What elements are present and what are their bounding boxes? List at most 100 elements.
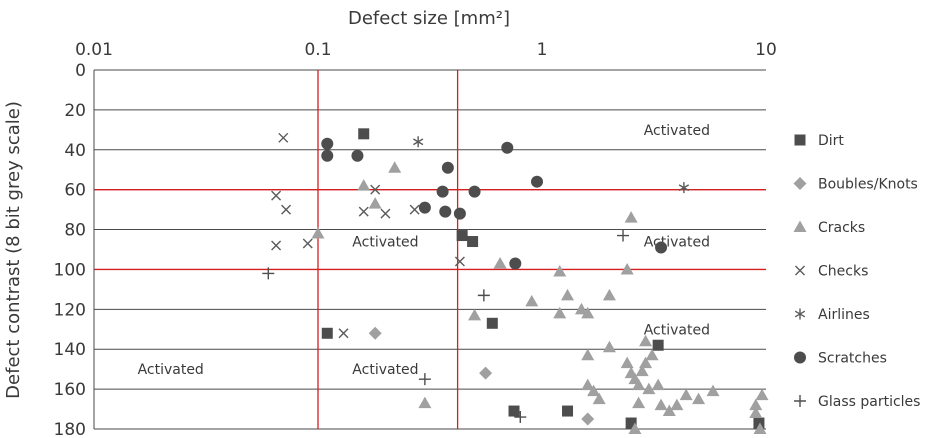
- point-cracks: [620, 262, 634, 275]
- point-scratches: [321, 137, 334, 150]
- point-cracks: [628, 422, 642, 434]
- point-cracks: [368, 197, 382, 209]
- y-tick-label: 80: [64, 221, 86, 241]
- legend-label-cracks: Cracks: [818, 220, 865, 236]
- point-checks: [380, 208, 391, 219]
- point-cracks: [635, 364, 649, 377]
- point-glass-particles: [418, 373, 431, 386]
- point-checks: [338, 328, 349, 339]
- point-cracks: [581, 378, 595, 391]
- axis-layer: 0 20 40 60 80 100 120 140 160 180 0.01 0.1 1 10: [54, 40, 777, 438]
- point-scratches: [321, 149, 334, 162]
- y-tick-label: 180: [54, 420, 86, 438]
- point-cracks: [632, 396, 646, 409]
- y-tick-label: 20: [64, 101, 86, 121]
- point-cracks: [574, 302, 588, 315]
- y-tick-label: 60: [64, 181, 86, 201]
- point-scratches: [453, 207, 466, 220]
- point-cracks: [645, 348, 659, 361]
- point-checks: [278, 132, 289, 143]
- point-cracks: [581, 348, 595, 361]
- point-dirt: [321, 327, 333, 339]
- point-dirt: [652, 339, 664, 351]
- legend-marker-scratches: [794, 351, 806, 364]
- point-dirt: [467, 236, 479, 248]
- x-axis-title: Defect size [mm²]: [348, 8, 510, 29]
- point-cracks: [642, 382, 656, 395]
- point-airlines: [413, 136, 424, 148]
- point-checks: [271, 190, 282, 201]
- point-boubles-knots: [479, 366, 493, 380]
- point-glass-particles: [617, 229, 630, 242]
- point-dirt: [625, 417, 637, 429]
- x-tick-label: 10: [755, 40, 777, 60]
- point-boubles-knots: [368, 326, 382, 340]
- annotation-layer: Activated Activated Activated Activated Acti…: [138, 123, 710, 378]
- legend-label-checks: Checks: [818, 264, 868, 280]
- point-cracks: [639, 334, 653, 347]
- point-checks: [370, 184, 381, 195]
- point-airlines: [678, 182, 690, 194]
- annotation-activated: Activated: [644, 235, 710, 251]
- point-checks: [271, 240, 282, 251]
- point-cracks: [749, 406, 763, 419]
- point-dirt: [753, 417, 765, 429]
- point-scratches: [468, 185, 481, 198]
- point-scratches: [351, 149, 364, 162]
- y-tick-label: 100: [54, 260, 86, 280]
- point-cracks: [493, 256, 507, 269]
- point-cracks: [651, 378, 665, 391]
- point-dirt: [358, 128, 370, 140]
- x-tick-label: 0.01: [75, 40, 113, 60]
- point-cracks: [620, 356, 634, 369]
- point-scratches: [501, 141, 514, 154]
- point-cracks: [587, 384, 601, 397]
- y-tick-label: 40: [64, 141, 86, 161]
- legend-marker-checks: [795, 265, 805, 276]
- point-checks: [409, 204, 420, 215]
- point-cracks: [357, 179, 371, 191]
- legend-marker-airlines: [794, 308, 806, 320]
- y-tick-label: 120: [54, 300, 86, 320]
- x-tick-label: 1: [537, 40, 548, 60]
- data-points: [262, 128, 769, 434]
- point-scratches: [655, 241, 668, 254]
- point-scratches: [509, 257, 522, 270]
- annotation-activated: Activated: [138, 362, 204, 378]
- y-axis-title: Defect contrast (8 bit grey scale): [3, 101, 24, 399]
- legend: Dirt Boubles/Knots Cracks Checks Airlines Scr…: [793, 133, 920, 410]
- point-cracks: [525, 294, 539, 307]
- legend-label-glass-particles: Glass particles: [818, 394, 920, 410]
- point-scratches: [418, 201, 431, 214]
- point-cracks: [311, 227, 325, 239]
- point-scratches: [531, 175, 544, 188]
- legend-label-scratches: Scratches: [818, 351, 887, 367]
- point-cracks: [755, 388, 769, 401]
- point-cracks: [706, 384, 720, 397]
- legend-label-boubles-knots: Boubles/Knots: [818, 177, 918, 193]
- legend-marker-boubles-knots: [793, 177, 807, 190]
- point-dirt: [562, 405, 574, 417]
- legend-label-dirt: Dirt: [818, 133, 844, 149]
- point-glass-particles: [514, 411, 527, 424]
- point-cracks: [624, 211, 638, 223]
- point-glass-particles: [262, 267, 275, 280]
- legend-label-airlines: Airlines: [818, 307, 870, 323]
- y-tick-label: 0: [75, 61, 86, 81]
- legend-marker-dirt: [794, 134, 806, 146]
- point-cracks: [553, 306, 567, 319]
- annotation-activated: Activated: [644, 322, 710, 338]
- point-scratches: [436, 185, 449, 198]
- point-checks: [281, 204, 292, 215]
- point-cracks: [679, 388, 693, 401]
- point-cracks: [654, 398, 668, 411]
- point-cracks: [632, 378, 646, 391]
- x-tick-label: 0.1: [304, 40, 331, 60]
- point-checks: [454, 256, 465, 267]
- point-cracks: [561, 288, 575, 301]
- threshold-lines: [94, 70, 766, 429]
- point-cracks: [468, 308, 482, 321]
- y-tick-label: 140: [54, 340, 86, 360]
- point-cracks: [418, 396, 432, 409]
